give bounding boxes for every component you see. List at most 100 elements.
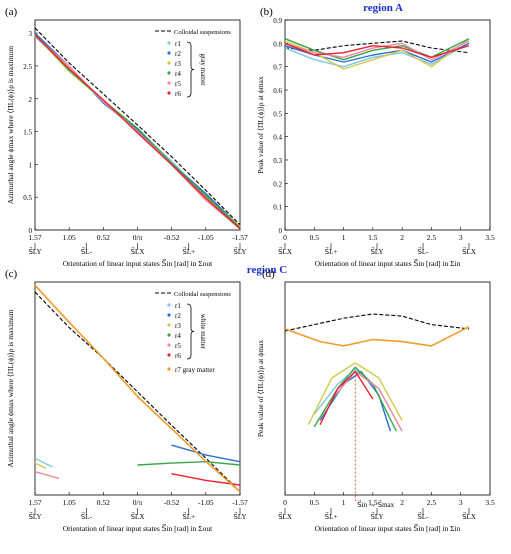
panel-d: (d)0 0.5 1 1.5 2 2.5 3 3.5S⃗LX S⃗L+ S⃗LY S⃗L- S⃗LXO… xyxy=(256,268,495,533)
y-tick-label: 0 xyxy=(29,227,33,235)
x-tick-label: -1.57 xyxy=(232,498,248,507)
region-c-title: region C xyxy=(247,264,287,276)
plot-frame xyxy=(284,19,491,231)
legend-item-r4: r4 xyxy=(175,70,181,78)
legend-brace xyxy=(186,41,195,98)
x-tick-label: 0/π xyxy=(133,498,143,507)
series-line-r4 xyxy=(137,461,241,466)
legend-swatch-r4 xyxy=(167,71,171,75)
legend-title: Colloidal suspensions xyxy=(174,29,231,36)
series-line-r2 xyxy=(171,444,241,463)
state-tick-label: S⃗LX xyxy=(462,512,476,521)
x-tick-label: 3 xyxy=(459,233,463,242)
y-axis-label: Azimuthal angle ϕmax where ⟨ΠL(ϕ)⟩ρ is m… xyxy=(6,46,15,204)
x-tick-label: 3.5 xyxy=(485,233,495,242)
state-tick-label: S⃗L- xyxy=(417,512,429,521)
state-tick-label: S⃗LX xyxy=(131,512,145,521)
legend-swatch-r2 xyxy=(167,51,171,55)
series-line-r3 xyxy=(307,362,403,426)
state-tick-label: S⃗L+ xyxy=(182,512,195,521)
x-tick-label: 1.57 xyxy=(28,233,41,242)
state-tick-label: S⃗LX xyxy=(278,247,292,256)
legend-item-r4: r4 xyxy=(175,332,181,340)
series-line-r6 xyxy=(34,34,241,230)
x-tick-label: 1.5 xyxy=(368,233,378,242)
y-tick-label: 0.2 xyxy=(273,180,282,188)
series-line-colloidal-suspensions xyxy=(284,313,469,332)
state-tick-label: S⃗L- xyxy=(81,247,93,256)
series-line-r6 xyxy=(171,473,241,486)
legend-swatch-r3 xyxy=(167,61,171,65)
legend-swatch-r4 xyxy=(167,333,171,337)
legend-item-r2: r2 xyxy=(175,312,181,320)
x-axis-label: Orientation of linear input states S⃗in … xyxy=(315,523,461,533)
state-tick-label: S⃗LY xyxy=(233,512,246,521)
y-tick-label: 3 xyxy=(29,30,33,38)
x-tick-label: 2.5 xyxy=(427,233,437,242)
x-tick-label: 0.5 xyxy=(310,498,320,507)
y-tick-label: 0.1 xyxy=(273,204,282,212)
y-tick-label: 0.6 xyxy=(273,87,282,95)
state-tick-label: S⃗L+ xyxy=(325,512,338,521)
legend-item-r3: r3 xyxy=(175,322,181,330)
state-tick-label: S⃗LY xyxy=(28,247,41,256)
x-tick-label: -1.05 xyxy=(198,233,214,242)
y-tick-label: 1 xyxy=(29,161,33,169)
legend-item-r5: r5 xyxy=(175,342,181,350)
state-tick-label: S⃗L+ xyxy=(325,247,338,256)
legend-swatch-r5 xyxy=(167,81,171,85)
annotation-label: S⃗in → S⃗max xyxy=(357,500,394,509)
x-axis-label: Orientation of linear input states S⃗in … xyxy=(63,523,213,533)
legend-item-r7: r7 gray matter xyxy=(175,366,215,374)
x-tick-label: 0.52 xyxy=(97,498,110,507)
x-tick-label: 1 xyxy=(342,498,346,507)
x-tick-label: 1 xyxy=(342,233,346,242)
x-tick-label: 2 xyxy=(400,233,404,242)
series-line-r1 xyxy=(284,42,470,68)
x-tick-label: 1.05 xyxy=(63,498,76,507)
legend-item-r6: r6 xyxy=(175,352,181,360)
x-tick-label: -0.52 xyxy=(164,233,180,242)
y-tick-label: 0.9 xyxy=(273,17,282,25)
y-tick-label: 0.8 xyxy=(273,40,282,48)
x-tick-label: 0 xyxy=(283,233,287,242)
state-tick-label: S⃗LX xyxy=(278,512,292,521)
series-line-r5 xyxy=(34,35,241,230)
series-line-colloidal-suspensions xyxy=(284,40,469,54)
panel-label: (d) xyxy=(262,268,275,280)
legend-item-r1: r1 xyxy=(175,40,181,48)
x-axis-label: Orientation of linear input states S⃗in … xyxy=(63,258,213,268)
series-line-r2 xyxy=(319,370,392,432)
x-tick-label: 1.57 xyxy=(28,498,41,507)
series-line-r5 xyxy=(34,471,60,480)
x-tick-label: 0.52 xyxy=(97,233,110,242)
series-line-r7 xyxy=(284,325,470,347)
legend-title: Colloidal suspensions xyxy=(174,291,231,298)
legend-item-r6: r6 xyxy=(175,90,181,98)
x-tick-label: 0/π xyxy=(133,233,143,242)
y-tick-label: 0.5 xyxy=(23,194,32,202)
x-tick-label: 1.5 xyxy=(368,498,378,507)
x-tick-label: 2.5 xyxy=(427,498,437,507)
series-line-r1 xyxy=(34,457,53,468)
legend-brace xyxy=(186,303,195,360)
panel-label: (c) xyxy=(5,268,18,280)
panel-label: (b) xyxy=(260,6,273,18)
x-axis-label: Orientation of linear input states S⃗in … xyxy=(315,258,461,268)
state-tick-label: S⃗LY xyxy=(233,247,246,256)
legend-swatch-r6 xyxy=(167,91,171,95)
series-line-r5 xyxy=(331,370,403,432)
series-line-colloidal-suspensions xyxy=(34,27,241,226)
state-tick-label: S⃗LY xyxy=(370,512,383,521)
x-tick-label: 0.5 xyxy=(310,233,320,242)
y-tick-label: 0.5 xyxy=(273,110,282,118)
legend-item-r2: r2 xyxy=(175,50,181,58)
x-tick-label: -0.52 xyxy=(164,498,180,507)
legend-swatch-r2 xyxy=(167,313,171,317)
legend-item-r3: r3 xyxy=(175,60,181,68)
x-tick-label: 2 xyxy=(400,498,404,507)
series-line-r4 xyxy=(313,366,397,432)
x-tick-label: 0 xyxy=(283,498,287,507)
panel-a: (a) 0 0.5 1 1.5 2 2.5 3 1.57 1.05 0.52 0/π -0.52 -1.0… xyxy=(5,6,248,268)
